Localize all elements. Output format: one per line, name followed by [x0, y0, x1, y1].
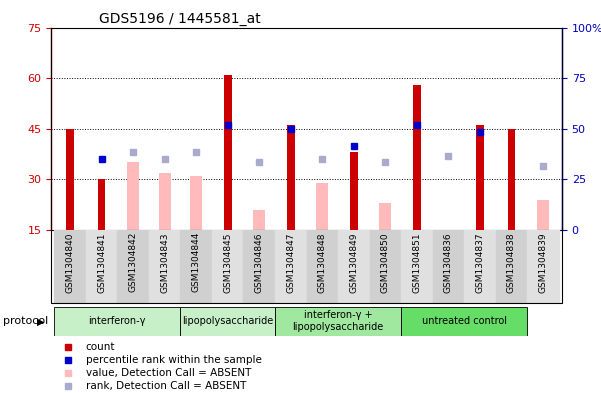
- Text: GSM1304849: GSM1304849: [349, 232, 358, 292]
- Bar: [180, 307, 275, 336]
- Text: ▶: ▶: [37, 316, 44, 326]
- Bar: [401, 230, 433, 303]
- Bar: [97, 179, 106, 230]
- Text: GDS5196 / 1445581_at: GDS5196 / 1445581_at: [99, 12, 261, 26]
- Text: count: count: [85, 342, 115, 352]
- Text: GSM1304847: GSM1304847: [286, 232, 295, 292]
- Text: GSM1304844: GSM1304844: [192, 232, 201, 292]
- Bar: [253, 209, 265, 230]
- Bar: [307, 230, 338, 303]
- Text: value, Detection Call = ABSENT: value, Detection Call = ABSENT: [85, 368, 251, 378]
- Bar: [54, 307, 180, 336]
- Bar: [224, 75, 231, 230]
- Bar: [117, 230, 149, 303]
- Text: GSM1304838: GSM1304838: [507, 232, 516, 293]
- Bar: [476, 125, 484, 230]
- Text: GSM1304843: GSM1304843: [160, 232, 169, 292]
- Text: GSM1304845: GSM1304845: [223, 232, 232, 292]
- Text: GSM1304836: GSM1304836: [444, 232, 453, 293]
- Text: GSM1304850: GSM1304850: [381, 232, 390, 293]
- Bar: [316, 183, 328, 230]
- Text: GSM1304842: GSM1304842: [129, 232, 138, 292]
- Bar: [527, 230, 559, 303]
- Bar: [287, 125, 294, 230]
- Text: GSM1304851: GSM1304851: [412, 232, 421, 293]
- Text: GSM1304839: GSM1304839: [538, 232, 548, 293]
- Bar: [496, 230, 527, 303]
- Bar: [370, 230, 401, 303]
- Text: GSM1304848: GSM1304848: [318, 232, 327, 292]
- Bar: [66, 129, 74, 230]
- Bar: [338, 230, 370, 303]
- Text: interferon-γ: interferon-γ: [88, 316, 146, 326]
- Bar: [180, 230, 212, 303]
- Text: interferon-γ +
lipopolysaccharide: interferon-γ + lipopolysaccharide: [293, 310, 383, 332]
- Bar: [379, 203, 391, 230]
- Text: GSM1304840: GSM1304840: [66, 232, 75, 292]
- Bar: [350, 152, 358, 230]
- Bar: [127, 162, 139, 230]
- Bar: [464, 230, 496, 303]
- Text: GSM1304846: GSM1304846: [255, 232, 264, 292]
- Bar: [54, 230, 86, 303]
- Bar: [243, 230, 275, 303]
- Text: rank, Detection Call = ABSENT: rank, Detection Call = ABSENT: [85, 381, 246, 391]
- Bar: [507, 129, 516, 230]
- Bar: [149, 230, 180, 303]
- Text: untreated control: untreated control: [422, 316, 507, 326]
- Bar: [159, 173, 171, 230]
- Bar: [433, 230, 464, 303]
- Bar: [275, 307, 401, 336]
- Bar: [401, 307, 527, 336]
- Bar: [537, 200, 549, 230]
- Text: GSM1304837: GSM1304837: [475, 232, 484, 293]
- Text: GSM1304841: GSM1304841: [97, 232, 106, 292]
- Bar: [212, 230, 243, 303]
- Bar: [275, 230, 307, 303]
- Bar: [86, 230, 117, 303]
- Bar: [413, 85, 421, 230]
- Text: percentile rank within the sample: percentile rank within the sample: [85, 355, 261, 365]
- Text: lipopolysaccharide: lipopolysaccharide: [182, 316, 273, 326]
- Text: protocol: protocol: [3, 316, 48, 326]
- Bar: [190, 176, 202, 230]
